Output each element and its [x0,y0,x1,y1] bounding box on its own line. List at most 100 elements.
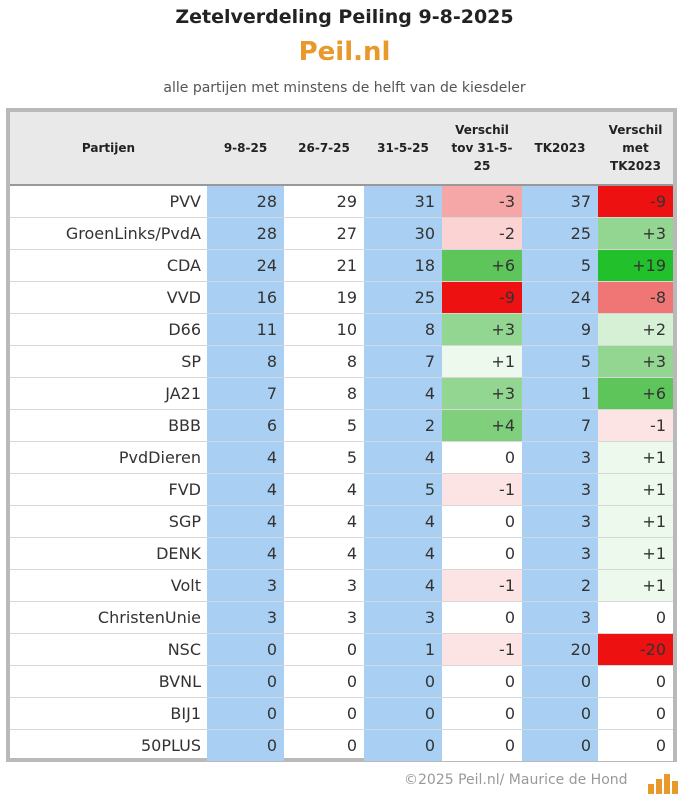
diff-tk2023-cell: +1 [598,536,673,569]
diff-tk2023-cell: -8 [598,280,673,313]
column-header: Verschil met TK2023 [598,112,673,185]
seat-table-container: Partijen 9-8-25 26-7-25 31-5-25 Verschil… [6,108,677,762]
brand-name: Peil.nl [298,37,391,67]
seats-26-7-25-cell: 0 [284,728,364,761]
seats-9-8-25-cell: 16 [207,280,284,313]
table-row: CDA 24 21 18 +6 5 +19 [10,248,673,281]
party-name-cell: GroenLinks/PvdA [10,216,207,249]
seats-9-8-25-cell: 4 [207,504,284,537]
column-header: 31-5-25 [364,112,442,185]
diff-tk2023-cell: +3 [598,216,673,249]
seats-26-7-25-cell: 4 [284,504,364,537]
party-name-cell: JA21 [10,376,207,409]
table-row: BIJ1 0 0 0 0 0 0 [10,696,673,729]
diff-31-5-25-cell: 0 [442,600,522,633]
diff-31-5-25-cell: -1 [442,568,522,601]
party-name-cell: DENK [10,536,207,569]
seats-31-5-25-cell: 31 [364,184,442,217]
column-header: TK2023 [522,112,598,185]
diff-31-5-25-cell: +6 [442,248,522,281]
party-name-cell: SGP [10,504,207,537]
table-row: BBB 6 5 2 +4 7 -1 [10,408,673,441]
seats-9-8-25-cell: 6 [207,408,284,441]
party-name-cell: FVD [10,472,207,505]
seats-tk2023-cell: 3 [522,440,598,473]
party-name-cell: CDA [10,248,207,281]
table-row: PVV 28 29 31 -3 37 -9 [10,184,673,217]
diff-31-5-25-cell: +3 [442,376,522,409]
seats-31-5-25-cell: 4 [364,568,442,601]
seats-31-5-25-cell: 0 [364,728,442,761]
seats-26-7-25-cell: 4 [284,472,364,505]
diff-31-5-25-cell: 0 [442,504,522,537]
seats-26-7-25-cell: 3 [284,600,364,633]
diff-tk2023-cell: 0 [598,664,673,697]
seats-9-8-25-cell: 7 [207,376,284,409]
table-row: D66 11 10 8 +3 9 +2 [10,312,673,345]
diff-31-5-25-cell: -3 [442,184,522,217]
seats-26-7-25-cell: 8 [284,344,364,377]
party-name-cell: SP [10,344,207,377]
party-name-cell: PvdDieren [10,440,207,473]
seats-tk2023-cell: 2 [522,568,598,601]
seats-tk2023-cell: 24 [522,280,598,313]
seats-9-8-25-cell: 0 [207,696,284,729]
seats-9-8-25-cell: 3 [207,600,284,633]
seats-tk2023-cell: 3 [522,472,598,505]
seats-26-7-25-cell: 4 [284,536,364,569]
diff-31-5-25-cell: +4 [442,408,522,441]
party-name-cell: BBB [10,408,207,441]
diff-31-5-25-cell: +1 [442,344,522,377]
seats-tk2023-cell: 3 [522,600,598,633]
seats-26-7-25-cell: 8 [284,376,364,409]
diff-31-5-25-cell: -2 [442,216,522,249]
diff-31-5-25-cell: 0 [442,696,522,729]
seat-table: Partijen 9-8-25 26-7-25 31-5-25 Verschil… [10,112,673,761]
seats-9-8-25-cell: 0 [207,664,284,697]
diff-31-5-25-cell: 0 [442,728,522,761]
table-row: BVNL 0 0 0 0 0 0 [10,664,673,697]
table-row: JA21 7 8 4 +3 1 +6 [10,376,673,409]
table-row: SGP 4 4 4 0 3 +1 [10,504,673,537]
diff-tk2023-cell: +6 [598,376,673,409]
seats-tk2023-cell: 20 [522,632,598,665]
diff-tk2023-cell: +1 [598,568,673,601]
seats-31-5-25-cell: 4 [364,376,442,409]
seats-tk2023-cell: 1 [522,376,598,409]
seats-31-5-25-cell: 30 [364,216,442,249]
party-name-cell: NSC [10,632,207,665]
seats-9-8-25-cell: 0 [207,632,284,665]
seats-9-8-25-cell: 11 [207,312,284,345]
seats-tk2023-cell: 25 [522,216,598,249]
table-row: VVD 16 19 25 -9 24 -8 [10,280,673,313]
seats-9-8-25-cell: 24 [207,248,284,281]
column-header: 26-7-25 [284,112,364,185]
seats-tk2023-cell: 5 [522,248,598,281]
party-name-cell: BVNL [10,664,207,697]
bar-chart-logo-icon [648,774,678,794]
table-header-row: Partijen 9-8-25 26-7-25 31-5-25 Verschil… [10,112,673,185]
seats-26-7-25-cell: 0 [284,696,364,729]
seats-26-7-25-cell: 0 [284,664,364,697]
seats-26-7-25-cell: 5 [284,408,364,441]
seats-31-5-25-cell: 18 [364,248,442,281]
diff-tk2023-cell: -20 [598,632,673,665]
diff-tk2023-cell: +1 [598,472,673,505]
diff-31-5-25-cell: +3 [442,312,522,345]
diff-tk2023-cell: -9 [598,184,673,217]
seats-9-8-25-cell: 8 [207,344,284,377]
column-header: 9-8-25 [207,112,284,185]
seats-9-8-25-cell: 4 [207,472,284,505]
footer-credit: ©2025 Peil.nl/ Maurice de Hond [404,772,628,788]
diff-31-5-25-cell: -1 [442,472,522,505]
diff-31-5-25-cell: 0 [442,440,522,473]
seats-26-7-25-cell: 5 [284,440,364,473]
seats-tk2023-cell: 7 [522,408,598,441]
diff-31-5-25-cell: -1 [442,632,522,665]
seats-tk2023-cell: 9 [522,312,598,345]
seats-tk2023-cell: 5 [522,344,598,377]
party-name-cell: Volt [10,568,207,601]
seats-31-5-25-cell: 8 [364,312,442,345]
diff-31-5-25-cell: 0 [442,536,522,569]
seats-31-5-25-cell: 7 [364,344,442,377]
